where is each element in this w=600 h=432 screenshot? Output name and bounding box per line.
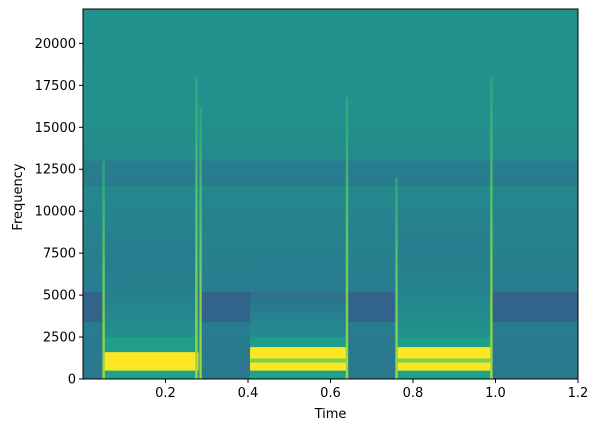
y-tick-label: 17500 <box>35 79 76 94</box>
x-axis-label: Time <box>314 407 347 422</box>
x-tick-label: 0.6 <box>320 386 341 401</box>
transient-3 <box>345 97 349 379</box>
y-tick-label: 20000 <box>35 37 76 52</box>
y-tick-label: 12500 <box>35 163 76 178</box>
x-tick-label: 1.0 <box>485 386 506 401</box>
transient-0 <box>102 160 105 379</box>
y-tick-label: 2500 <box>43 331 76 346</box>
y-tick-label: 0 <box>68 373 76 388</box>
x-axis: 0.2 0.4 0.6 0.8 1.0 1.2 <box>155 379 588 401</box>
tone-1-bright-band-0 <box>103 352 199 371</box>
y-tick-label: 10000 <box>35 205 76 220</box>
transient-5 <box>490 76 493 379</box>
tone-2-harmonic-gap-0 <box>250 358 347 363</box>
y-tick-label: 7500 <box>43 247 76 262</box>
transient-1 <box>195 76 198 379</box>
y-tick-label: 15000 <box>35 121 76 136</box>
tone-3-harmonic-gap-0 <box>396 358 492 363</box>
transient-4 <box>395 177 398 379</box>
x-tick-label: 0.2 <box>155 386 176 401</box>
x-tick-label: 1.2 <box>568 386 589 401</box>
x-tick-label: 0.8 <box>403 386 424 401</box>
heatmap-band-noise-dark-upper <box>83 160 578 187</box>
x-tick-label: 0.4 <box>238 386 259 401</box>
y-axis: 0 2500 5000 7500 10000 12500 15000 17500 20000 <box>35 37 83 388</box>
y-axis-label: Frequency <box>11 163 26 230</box>
transient-2 <box>199 107 202 379</box>
y-tick-label: 5000 <box>43 289 76 304</box>
plot-area <box>83 9 578 379</box>
